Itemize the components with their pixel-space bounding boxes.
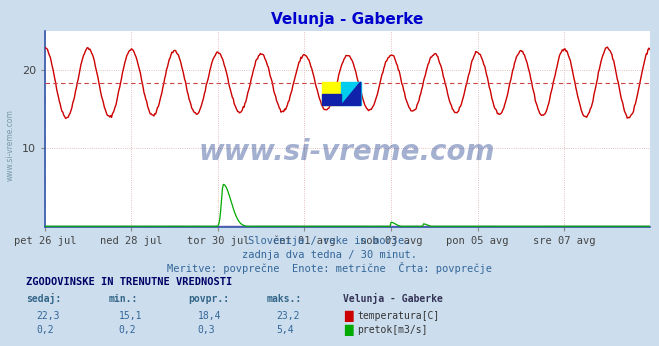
Text: █: █ [344, 325, 353, 336]
Text: 22,3: 22,3 [36, 311, 60, 321]
Text: zadnja dva tedna / 30 minut.: zadnja dva tedna / 30 minut. [242, 250, 417, 260]
Text: 15,1: 15,1 [119, 311, 142, 321]
Text: 0,3: 0,3 [198, 325, 215, 335]
Text: povpr.:: povpr.: [188, 294, 229, 304]
Text: ZGODOVINSKE IN TRENUTNE VREDNOSTI: ZGODOVINSKE IN TRENUTNE VREDNOSTI [26, 277, 233, 288]
Text: Velunja - Gaberke: Velunja - Gaberke [343, 293, 443, 304]
Text: 23,2: 23,2 [277, 311, 301, 321]
Text: maks.:: maks.: [267, 294, 302, 304]
Text: 5,4: 5,4 [277, 325, 295, 335]
Text: █: █ [344, 310, 353, 322]
Text: sedaj:: sedaj: [26, 293, 61, 304]
Text: Meritve: povprečne  Enote: metrične  Črta: povprečje: Meritve: povprečne Enote: metrične Črta:… [167, 262, 492, 274]
Bar [341, 82, 360, 106]
Text: Slovenija / reke in morje.: Slovenija / reke in morje. [248, 236, 411, 246]
Text: min.:: min.: [109, 294, 138, 304]
Text: www.si-vreme.com: www.si-vreme.com [199, 138, 496, 166]
Bar [322, 94, 341, 106]
Polygon shape [341, 82, 360, 106]
Text: 0,2: 0,2 [36, 325, 54, 335]
Title: Velunja - Gaberke: Velunja - Gaberke [271, 12, 424, 27]
Bar [322, 82, 341, 106]
Text: www.si-vreme.com: www.si-vreme.com [5, 109, 14, 181]
Text: 18,4: 18,4 [198, 311, 221, 321]
Text: 0,2: 0,2 [119, 325, 136, 335]
Text: temperatura[C]: temperatura[C] [357, 311, 440, 321]
Text: pretok[m3/s]: pretok[m3/s] [357, 325, 428, 335]
